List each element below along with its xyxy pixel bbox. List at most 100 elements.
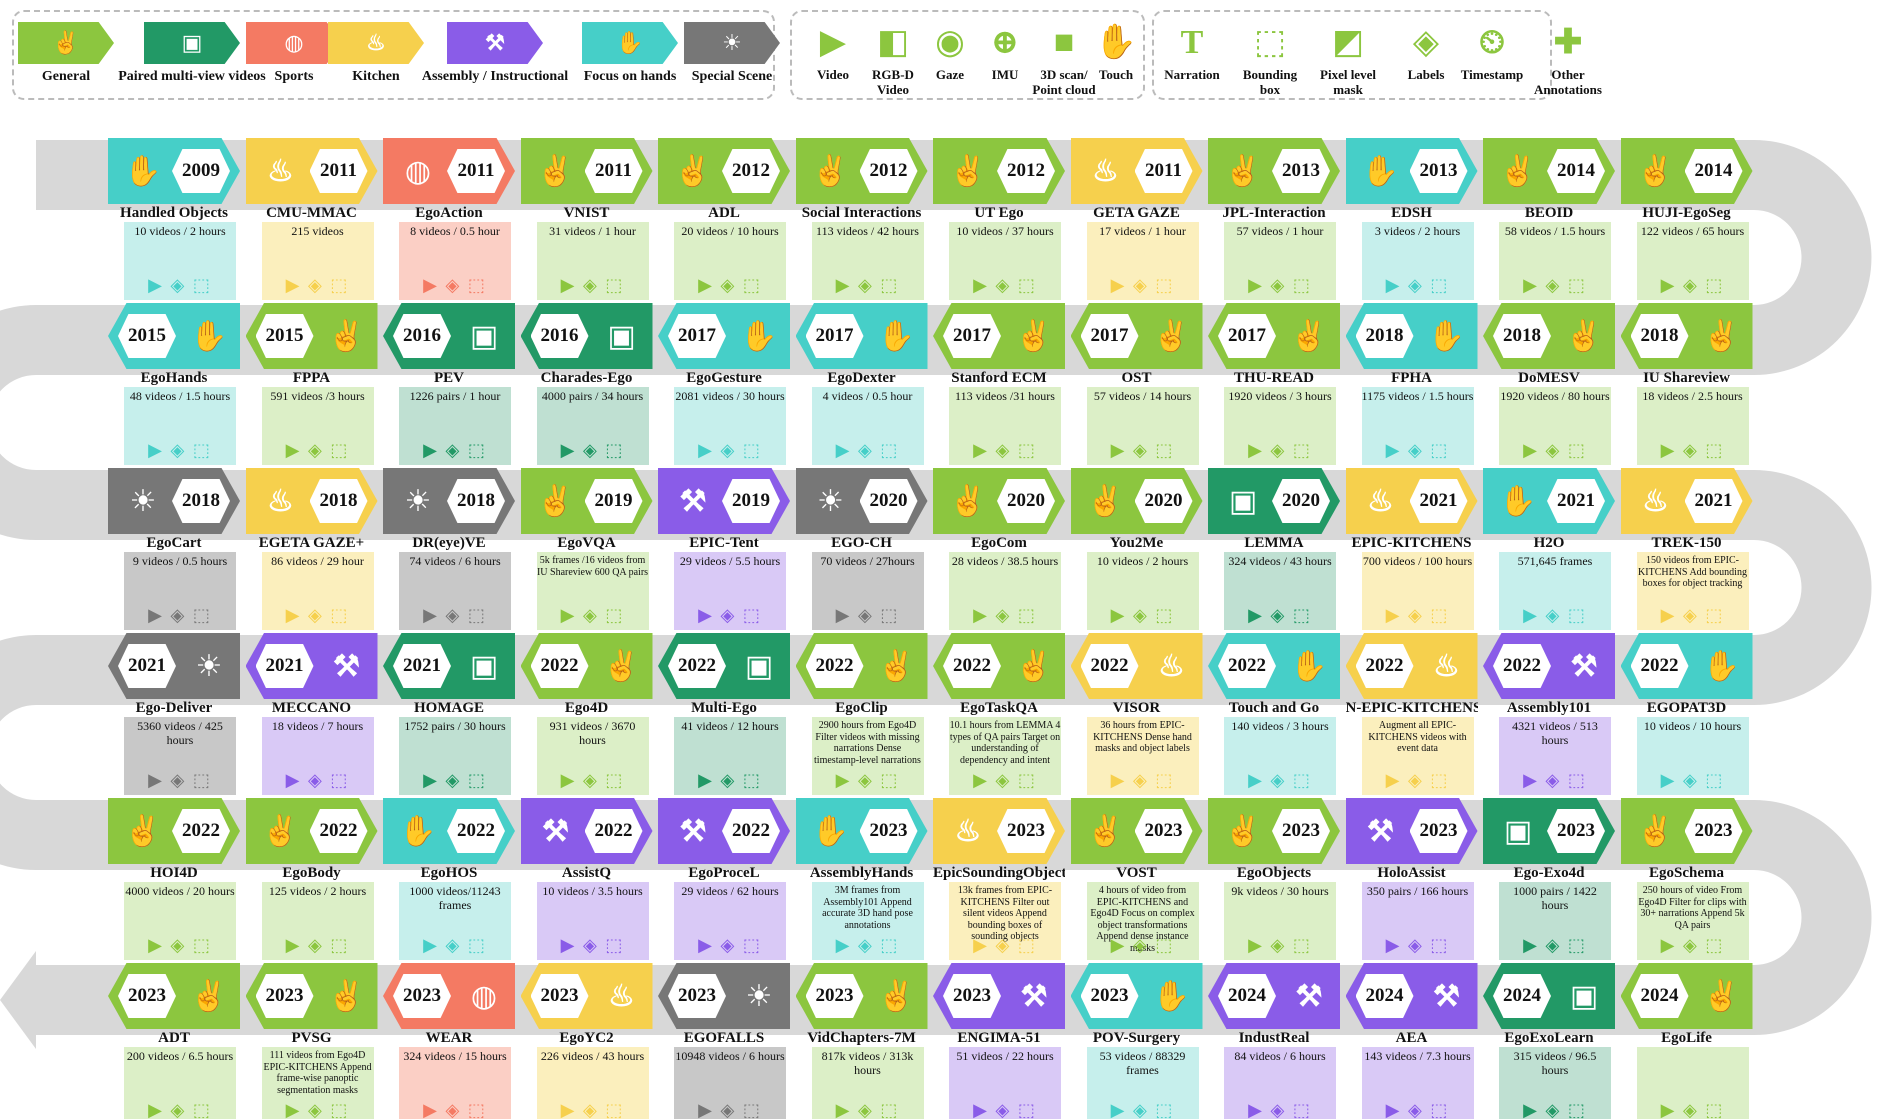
year-badge: 2022 (1355, 644, 1414, 688)
year-badge: 2017 (1218, 314, 1276, 358)
dataset-info-box: 10948 videos / 6 hours ▶ ◈ ⬚ (674, 1047, 786, 1119)
legend-annotation-pixel-level-mask: ◩ Pixel level mask (1310, 20, 1386, 98)
dataset-info-box: 1226 pairs / 1 hour ▶ ◈ ⬚ (399, 387, 511, 465)
modality-icons: ▶ ◈ ⬚ (148, 1100, 212, 1119)
dataset-card-huji-egoseg: ✌ 2014 HUJI-EgoSeg 122 videos / 65 hours ▶ ◈… (1620, 138, 1753, 318)
general-category-icon: ✌ (949, 484, 987, 518)
dataset-stats: 1920 videos / 3 hours (1228, 389, 1332, 403)
general-category-icon: ✌ (327, 319, 366, 353)
dataset-stats: 4 videos / 0.5 hour (822, 389, 913, 403)
year-badge: 2013 (1409, 149, 1468, 193)
year-badge: 2014 (1547, 149, 1605, 193)
year-badge: 2023 (255, 974, 314, 1018)
camera-icon: ▣ (144, 22, 240, 64)
dataset-card-egofalls: ☀ 2023 EGOFALLS 10948 videos / 6 hours ▶ ◈ ⬚ (658, 963, 790, 1119)
legend-annotation-labels: ◈ Labels (1388, 20, 1464, 83)
dataset-card-vnist: ✌ 2011 VNIST 31 videos / 1 hour ▶ ◈ ⬚ (520, 138, 653, 318)
video-icon: ▶ (819, 24, 847, 62)
multiview-category-icon: ▣ (1228, 484, 1258, 518)
dataset-info-box: 143 videos / 7.3 hours ▶ ◈ ⬚ (1361, 1047, 1474, 1119)
modality-icons: ▶ ◈ ⬚ (1248, 770, 1312, 791)
dataset-info-box: 10 videos / 3.5 hours ▶ ◈ ⬚ (536, 882, 649, 960)
dataset-name: EpicSoundingObject (933, 865, 1065, 881)
dataset-name: CMU-MMAC (266, 205, 357, 221)
general-category-icon: ✌ (1224, 154, 1262, 188)
dataset-info-box: 57 videos / 14 hours ▶ ◈ ⬚ (1086, 387, 1199, 465)
legend-modality-label: Video (816, 67, 850, 82)
dataset-card-egogesture: ✋ 2017 EgoGesture 2081 videos / 30 hours ▶ ◈… (658, 303, 790, 483)
dataset-stats: 17 videos / 1 hour (1099, 224, 1186, 238)
modality-icons: ▶ ◈ ⬚ (1660, 440, 1725, 461)
dataset-stats: 1920 videos / 80 hours (1500, 389, 1610, 403)
dataset-card-adl: ✌ 2012 ADL 20 videos / 10 hours ▶ ◈ ⬚ (658, 138, 790, 318)
hands-category-icon: ✋ (1499, 484, 1537, 518)
assembly-category-icon: ⚒ (542, 814, 569, 848)
dataset-card-meccano: ⚒ 2021 MECCANO 18 videos / 7 hours ▶ ◈ ⬚ (245, 633, 378, 813)
year-badge: 2018 (1493, 314, 1551, 358)
dataset-stats: 36 hours from EPIC-KITCHENS Dense hand m… (1093, 720, 1192, 754)
dataset-card-domesv: ✌ 2018 DoMESV 1920 videos / 80 hours ▶ ◈ ⬚ (1483, 303, 1615, 483)
dataset-card-cmu-mmac: ♨ 2011 CMU-MMAC 215 videos ▶ ◈ ⬚ (245, 138, 378, 318)
dataset-info-box: 13k frames from EPIC-KITCHENS Filter out… (949, 882, 1061, 960)
dataset-info-box: 111 videos from Ego4D EPIC-KITCHENS Appe… (261, 1047, 374, 1119)
dataset-stats: 57 videos / 1 hour (1236, 224, 1324, 238)
dataset-stats: 18 videos / 7 hours (271, 719, 364, 733)
timestamp-icon: ⏲ (1478, 24, 1506, 62)
modality-icons: ▶ ◈ ⬚ (285, 935, 350, 956)
dataset-stats: 84 videos / 6 hours (1234, 1049, 1326, 1063)
dataset-card-stanford-ecm: ✌ 2017 Stanford ECM 113 videos /31 hours ▶ ◈… (933, 303, 1065, 483)
dataset-card-charades-ego: ▣ 2016 Charades-Ego 4000 pairs / 34 hours ▶ … (520, 303, 653, 483)
dataset-name: IndustReal (1238, 1030, 1310, 1046)
dataset-stats: 350 pairs / 166 hours (1366, 884, 1469, 898)
year-badge: 2018 (1630, 314, 1689, 358)
dataset-info-box: 1752 pairs / 30 hours ▶ ◈ ⬚ (399, 717, 511, 795)
dataset-card-epic-kitchens: ♨ 2021 EPIC-KITCHENS 700 videos / 100 hours… (1345, 468, 1478, 648)
dataset-name: EgoExoLearn (1504, 1030, 1594, 1046)
dataset-card-lemma: ▣ 2020 LEMMA 324 videos / 43 hours ▶ ◈ ⬚ (1208, 468, 1340, 648)
dataset-name: IU Shareview (1643, 370, 1730, 386)
year-badge: 2022 (1630, 644, 1689, 688)
dataset-info-box: 324 videos / 43 hours ▶ ◈ ⬚ (1224, 552, 1336, 630)
modality-icons: ▶ ◈ ⬚ (148, 275, 212, 296)
dataset-info-box: 122 videos / 65 hours ▶ ◈ ⬚ (1636, 222, 1749, 300)
dataset-name: EgoTaskQA (960, 700, 1038, 716)
year-badge: 2022 (530, 644, 589, 688)
modality-icons: ▶ ◈ ⬚ (1523, 1100, 1587, 1119)
dataset-info-box: 931 videos / 3670 hours ▶ ◈ ⬚ (536, 717, 649, 795)
dataset-stats: 226 videos / 43 hours (540, 1049, 645, 1063)
year-badge: 2011 (309, 149, 368, 193)
dataset-info-box: 86 videos / 29 hour ▶ ◈ ⬚ (261, 552, 374, 630)
year-badge: 2022 (1493, 644, 1551, 688)
modality-icons: ▶ ◈ ⬚ (1523, 935, 1587, 956)
dataset-stats: 29 videos / 62 hours (681, 884, 779, 898)
dataset-info-box: 1000 pairs / 1422 hours ▶ ◈ ⬚ (1499, 882, 1611, 960)
year-badge: 2021 (393, 644, 451, 688)
year-badge: 2012 (859, 149, 918, 193)
road-bend (0, 305, 36, 540)
year-badge: 2017 (1080, 314, 1139, 358)
modality-icons: ▶ ◈ ⬚ (1110, 275, 1175, 296)
dataset-card-pev: ▣ 2016 PEV 1226 pairs / 1 hour ▶ ◈ ⬚ (383, 303, 515, 483)
hands-category-icon: ✋ (399, 814, 437, 848)
multiview-category-icon: ▣ (607, 319, 636, 353)
dataset-card-egovqa: ✌ 2019 EgoVQA 5k frames /16 videos from IU … (520, 468, 653, 648)
hand-icon: ✋ (582, 22, 678, 64)
dataset-stats: 10948 videos / 6 hours (675, 1049, 785, 1063)
assembly-category-icon: ⚒ (1367, 814, 1394, 848)
legend-modality-3d-scan-point-cloud: ■ 3D scan/ Point cloud (1030, 20, 1098, 98)
modality-icons: ▶ ◈ ⬚ (973, 275, 1037, 296)
modality-icons: ▶ ◈ ⬚ (1660, 770, 1725, 791)
dataset-info-box: 20 videos / 10 hours ▶ ◈ ⬚ (674, 222, 786, 300)
dataset-stats: 70 videos / 27hours (820, 554, 915, 568)
general-category-icon: ✌ (1636, 154, 1675, 188)
dataset-card-fpha: ✋ 2018 FPHA 1175 videos / 1.5 hours ▶ ◈ ⬚ (1345, 303, 1478, 483)
legend-modality-rgb-d-video: ◧ RGB-D Video (858, 20, 928, 98)
dataset-name: HUJI-EgoSeg (1642, 205, 1731, 221)
general-category-icon: ✌ (261, 814, 300, 848)
dataset-stats: 111 videos from Ego4D EPIC-KITCHENS Appe… (263, 1050, 372, 1096)
dataset-info-box: 5360 videos / 425 hours ▶ ◈ ⬚ (124, 717, 236, 795)
dataset-stats: 10 videos / 3.5 hours (542, 884, 643, 898)
dataset-info-box: 29 videos / 5.5 hours ▶ ◈ ⬚ (674, 552, 786, 630)
modality-icons: ▶ ◈ ⬚ (698, 935, 762, 956)
general-category-icon: ✌ (949, 154, 987, 188)
